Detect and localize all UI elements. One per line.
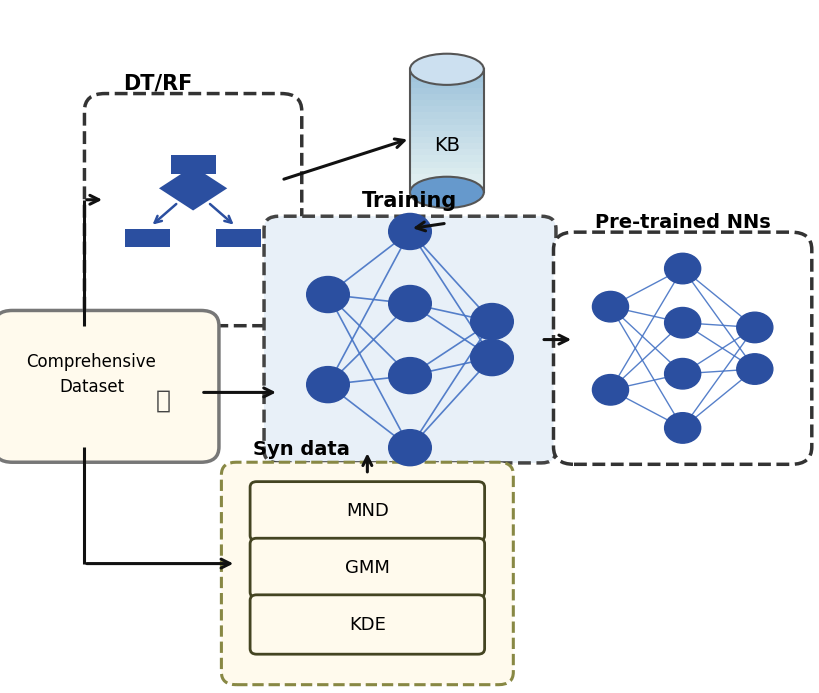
Bar [410,137,483,143]
Text: Comprehensive
Dataset: Comprehensive Dataset [26,353,156,396]
Bar [410,87,483,94]
Bar [410,81,483,88]
FancyBboxPatch shape [250,538,484,597]
Circle shape [388,213,431,249]
Bar [410,112,483,119]
Circle shape [663,254,699,284]
FancyBboxPatch shape [250,595,484,654]
Bar [410,143,483,149]
Bar [410,94,483,100]
Circle shape [470,304,513,340]
Circle shape [663,308,699,338]
Circle shape [306,277,349,313]
Circle shape [663,358,699,389]
Ellipse shape [410,177,483,208]
Bar [216,229,260,247]
Bar [410,155,483,161]
Bar [124,229,170,247]
Circle shape [735,354,771,384]
Text: KDE: KDE [349,615,385,633]
Text: MND: MND [346,502,388,520]
Text: ⎘: ⎘ [156,389,170,413]
Bar [410,118,483,125]
Bar [410,130,483,137]
FancyBboxPatch shape [0,310,219,462]
Circle shape [388,430,431,466]
FancyBboxPatch shape [264,216,555,463]
Bar [410,105,483,112]
Circle shape [388,358,431,394]
Bar [410,99,483,106]
Text: Pre-trained NNs: Pre-trained NNs [594,213,770,232]
FancyBboxPatch shape [250,482,484,541]
FancyBboxPatch shape [84,94,301,326]
Bar [410,69,483,76]
Bar [410,179,483,186]
Circle shape [306,367,349,403]
Text: Training: Training [362,191,457,211]
FancyBboxPatch shape [221,462,513,685]
Circle shape [592,375,628,405]
Polygon shape [159,166,227,211]
Bar [410,186,483,192]
Bar [410,75,483,82]
Circle shape [470,340,513,376]
Bar [410,173,483,180]
Bar [410,148,483,155]
Bar [410,167,483,174]
Text: KB: KB [433,136,459,155]
Circle shape [592,292,628,322]
Text: GMM: GMM [345,559,389,577]
Bar [410,161,483,168]
Text: DT/RF: DT/RF [123,73,192,94]
Ellipse shape [410,54,483,85]
Bar [410,124,483,131]
FancyBboxPatch shape [553,232,811,464]
Text: Syn data: Syn data [252,441,349,459]
Circle shape [663,413,699,444]
Bar [170,155,215,175]
Circle shape [735,312,771,342]
Circle shape [388,286,431,322]
